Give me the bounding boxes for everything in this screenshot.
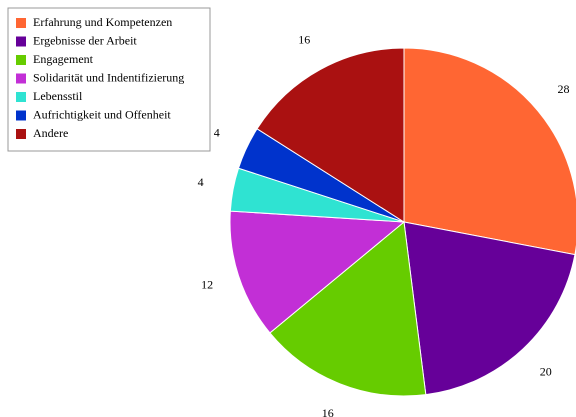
legend-label: Engagement: [33, 52, 94, 66]
value-label: 16: [322, 406, 334, 417]
pie-slice: [256, 47, 405, 223]
value-label: 28: [557, 82, 569, 96]
pie-slice: [403, 47, 576, 256]
legend-swatch: [16, 36, 26, 47]
legend-label: Lebensstil: [33, 89, 83, 103]
legend-swatch: [16, 110, 26, 121]
legend-box: [7, 7, 211, 152]
legend-label: Ergebnisse der Arbeit: [33, 33, 137, 47]
legend-swatch: [16, 73, 26, 84]
pie-slice: [229, 210, 406, 334]
legend-swatch: [16, 55, 26, 65]
legend-swatch: [16, 129, 26, 139]
legend-swatch: [16, 18, 26, 28]
pie-slice: [403, 221, 576, 396]
value-label: 20: [540, 365, 552, 379]
legend-swatch: [16, 92, 26, 102]
legend-label: Aufrichtigkeit und Offenheit: [33, 107, 171, 121]
value-label: 4: [198, 175, 204, 189]
pie-slice: [269, 221, 427, 397]
value-label: 12: [201, 278, 213, 292]
value-label: 16: [298, 32, 310, 46]
legend-label: Andere: [33, 126, 68, 140]
legend-label: Solidarität und Indentifizierung: [33, 70, 184, 84]
value-label: 4: [214, 126, 220, 140]
legend-label: Erfahrung und Kompetenzen: [33, 15, 172, 29]
